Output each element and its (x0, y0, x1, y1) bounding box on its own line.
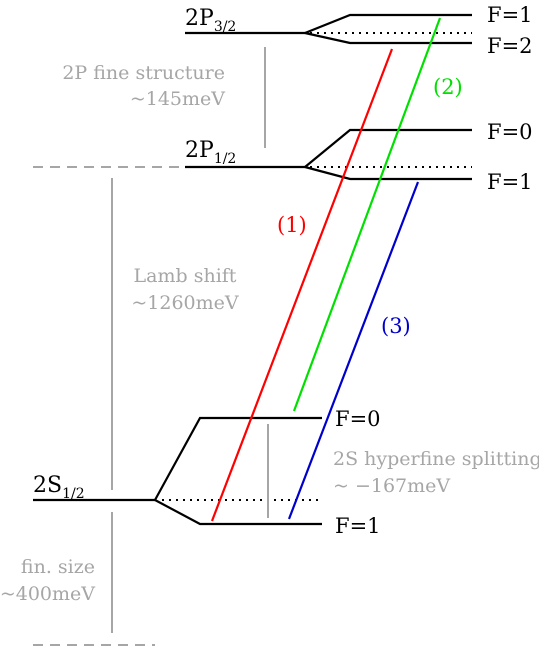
svg-text:~145meV: ~145meV (130, 88, 225, 110)
svg-text:fin. size: fin. size (21, 556, 95, 578)
level-2s12 (33, 416, 322, 526)
state-label-2p32: 2P3/2 (185, 6, 236, 35)
f-label-s12-upper: F=0 (335, 407, 381, 431)
fine-structure-note: 2P fine structure ~145meV (62, 62, 225, 110)
svg-text:Lamb shift: Lamb shift (134, 265, 237, 287)
state-label-2p12: 2P1/2 (185, 138, 236, 167)
hyperfine-2s-note: 2S hyperfine splitting ~ −167meV (333, 448, 539, 497)
f-label-s12-lower: F=1 (335, 514, 381, 538)
f-label-p32-lower: F=2 (487, 34, 533, 58)
fin-size-note: fin. size ~400meV (0, 556, 95, 605)
svg-text:~ −167meV: ~ −167meV (333, 475, 450, 497)
transition-3-line (287, 181, 420, 520)
svg-text:~1260meV: ~1260meV (131, 292, 239, 314)
transition-3-label: (3) (381, 314, 411, 338)
lamb-shift-note: Lamb shift ~1260meV (131, 265, 239, 314)
level-2p12 (185, 128, 472, 181)
f-label-p12-upper: F=0 (487, 120, 533, 144)
state-label-2s12: 2S1/2 (33, 473, 85, 502)
svg-text:2S hyperfine splitting: 2S hyperfine splitting (333, 448, 539, 470)
svg-text:2P fine structure: 2P fine structure (62, 62, 225, 84)
svg-text:~400meV: ~400meV (0, 583, 95, 605)
f-label-p32-upper: F=1 (487, 3, 533, 27)
transition-1-label: (1) (277, 213, 307, 237)
f-label-p12-lower: F=1 (487, 170, 533, 194)
transition-2-line (292, 17, 442, 412)
transition-1-line (210, 48, 394, 522)
transition-2-label: (2) (433, 75, 463, 99)
